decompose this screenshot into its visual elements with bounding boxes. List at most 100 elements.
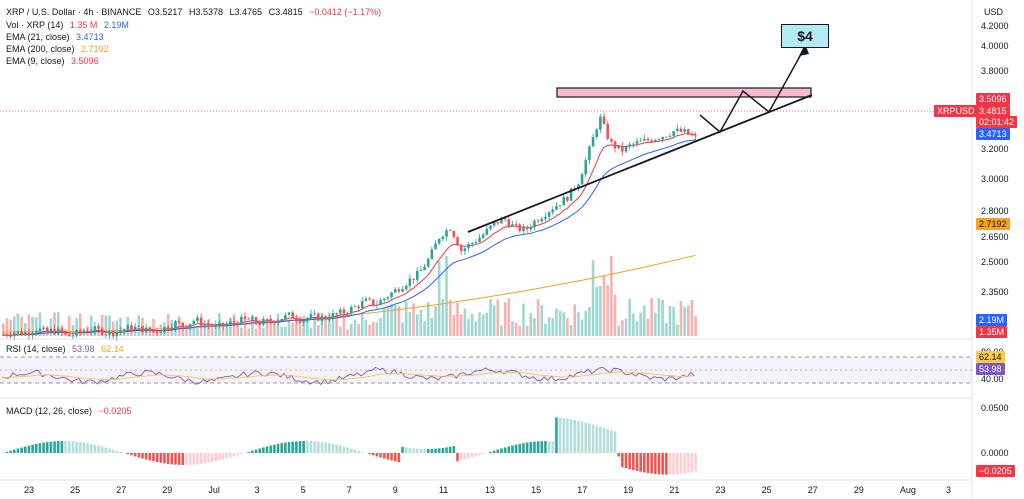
volume-bar bbox=[258, 322, 261, 336]
volume-bar bbox=[196, 326, 199, 336]
target-label[interactable]: $4 bbox=[781, 24, 829, 48]
price-tick: 4.0000 bbox=[981, 41, 1009, 51]
candle-body bbox=[16, 331, 20, 333]
candle-body bbox=[232, 321, 236, 323]
candle-body bbox=[419, 269, 423, 271]
symbol-legend: XRP / U.S. Dollar · 4h · BINANCE O3.5217… bbox=[6, 7, 382, 17]
macd-bar bbox=[437, 448, 441, 453]
macd-bar bbox=[247, 451, 250, 453]
volume-bar bbox=[511, 321, 514, 336]
volume-bar bbox=[393, 305, 397, 336]
volume-bar bbox=[251, 315, 254, 336]
candle-body bbox=[654, 139, 657, 142]
macd-bar bbox=[185, 453, 188, 465]
volume-bar bbox=[434, 306, 437, 336]
candle-body bbox=[295, 317, 298, 321]
candle-body bbox=[12, 332, 16, 337]
volume-bar bbox=[328, 312, 331, 336]
candle-body bbox=[196, 317, 199, 321]
time-tick: 9 bbox=[392, 485, 398, 495]
candle-body bbox=[31, 332, 34, 336]
macd-bar bbox=[313, 441, 316, 453]
candle-body bbox=[243, 316, 247, 319]
macd-bar bbox=[317, 441, 320, 453]
macd-bar bbox=[679, 453, 683, 474]
candle-body bbox=[284, 314, 287, 319]
volume-bar bbox=[419, 310, 423, 336]
macd-bar bbox=[430, 448, 434, 453]
macd-bar bbox=[137, 453, 141, 458]
volume-bar bbox=[628, 298, 631, 336]
candle-body bbox=[382, 298, 386, 301]
candle-body bbox=[137, 325, 141, 327]
macd-bar bbox=[89, 443, 93, 453]
candle-body bbox=[430, 249, 434, 259]
candle-body bbox=[342, 309, 346, 314]
candle-body bbox=[415, 270, 419, 280]
volume-bar bbox=[115, 320, 119, 336]
candle-body bbox=[247, 318, 250, 320]
currency-label: USD bbox=[984, 7, 1004, 17]
macd-bar bbox=[45, 442, 49, 453]
macd-bar bbox=[196, 453, 199, 465]
price-tick: 4.2000 bbox=[981, 21, 1009, 31]
macd-bar bbox=[221, 453, 225, 460]
volume-bar bbox=[225, 322, 229, 336]
ema9-tag: 3.5096 bbox=[976, 93, 1010, 105]
macd-bar bbox=[64, 441, 67, 453]
candle-body bbox=[280, 318, 283, 321]
volume-bar bbox=[452, 314, 456, 336]
macd-bar bbox=[320, 442, 324, 453]
candle-body bbox=[2, 335, 5, 336]
macd-bar bbox=[75, 441, 78, 453]
candle-body bbox=[408, 278, 412, 286]
volume-bar bbox=[9, 319, 12, 336]
candle-body bbox=[86, 331, 89, 333]
volume-bar bbox=[89, 315, 93, 336]
time-tick: 29 bbox=[853, 485, 864, 495]
macd-bar bbox=[210, 453, 214, 463]
candle-body bbox=[437, 238, 441, 244]
candle-body bbox=[188, 323, 192, 328]
symbol-title: XRP / U.S. Dollar · 4h · BINANCE bbox=[6, 7, 142, 17]
macd-bar bbox=[463, 453, 467, 460]
macd-bar bbox=[459, 453, 463, 461]
macd-bar bbox=[599, 426, 602, 453]
macd-bar bbox=[452, 446, 456, 453]
ema200-line bbox=[3, 254, 696, 333]
candle-body bbox=[646, 138, 650, 141]
macd-bar bbox=[606, 429, 609, 453]
volume-bar bbox=[459, 314, 463, 336]
candle-body bbox=[192, 320, 196, 324]
candle-body bbox=[126, 325, 130, 330]
macd-bar bbox=[82, 442, 86, 453]
macd-bar bbox=[291, 441, 294, 453]
candle-body bbox=[265, 318, 269, 320]
candle-body bbox=[478, 237, 481, 242]
macd-bar bbox=[628, 453, 631, 470]
candle-body bbox=[9, 335, 12, 337]
candle-body bbox=[522, 227, 525, 232]
volume-bar bbox=[437, 260, 441, 336]
macd-bar bbox=[404, 447, 408, 453]
macd-bar bbox=[496, 449, 500, 453]
volume-bar bbox=[613, 294, 617, 336]
ema21-legend: EMA (21, close) 3.4713 bbox=[6, 32, 104, 42]
candle-body bbox=[67, 334, 71, 337]
macd-bar bbox=[690, 453, 694, 473]
macd-bar bbox=[434, 448, 437, 453]
macd-bar bbox=[188, 453, 192, 465]
candle-body bbox=[346, 313, 349, 315]
macd-bar bbox=[613, 431, 617, 453]
candle-body bbox=[533, 220, 536, 228]
macd-tick: 0.0500 bbox=[981, 403, 1009, 413]
macd-bar bbox=[218, 453, 221, 461]
candle-body bbox=[602, 116, 606, 124]
volume-bar bbox=[188, 327, 192, 336]
change-value: −0.0412 (−1.17%) bbox=[309, 7, 382, 17]
candle-body bbox=[481, 234, 485, 238]
volume-bar bbox=[533, 317, 536, 336]
macd-bar bbox=[503, 447, 507, 453]
macd-bar bbox=[254, 449, 258, 453]
